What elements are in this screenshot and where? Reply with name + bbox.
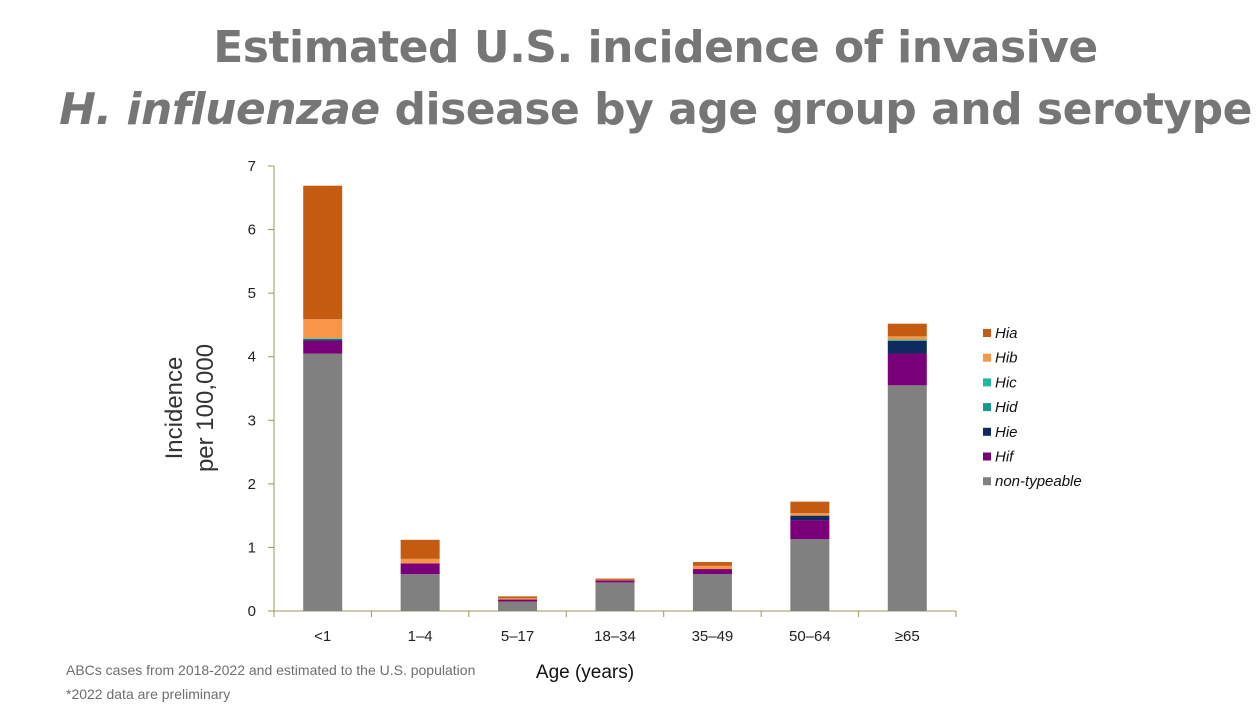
legend-label-hif: Hif — [995, 449, 1015, 466]
bar-segment-non-typeable — [595, 582, 635, 611]
legend-label-hid: Hid — [995, 399, 1018, 416]
y-axis-label-line-2: per 100,000 — [192, 344, 219, 472]
bar-segment-hif — [498, 599, 538, 602]
y-tick-label: 5 — [248, 285, 256, 302]
x-tick-label: <1 — [314, 628, 331, 645]
x-tick-label: ≥65 — [895, 628, 920, 645]
x-tick-label: 50–64 — [789, 628, 831, 645]
bar-segment-non-typeable — [400, 574, 440, 611]
y-tick-label: 0 — [248, 603, 256, 620]
chart-title-line-1: Estimated U.S. incidence of invasive — [213, 22, 1098, 73]
legend-label-hib: Hib — [995, 350, 1018, 367]
footnote-source: ABCs cases from 2018-2022 and estimated … — [66, 662, 476, 678]
bar-segment-hib — [692, 565, 732, 570]
bar-segment-non-typeable — [790, 539, 830, 611]
legend-label-hic: Hic — [995, 374, 1017, 391]
bar-segment-hid — [887, 340, 927, 341]
bar-segment-hib — [790, 513, 830, 516]
legend-swatch-hie — [983, 427, 991, 436]
bar-segment-non-typeable — [498, 601, 538, 611]
title-line-2-rest: disease by age group and serotype — [379, 84, 1253, 135]
x-tick-label: 35–49 — [692, 628, 734, 645]
legend-swatch-hid — [983, 403, 991, 412]
chart-legend: Hia Hib Hic Hid Hie Hif non-typeable — [983, 325, 1082, 490]
chart-title-line-2: H. influenzae disease by age group and s… — [26, 84, 1259, 135]
bar-segment-hib — [498, 598, 538, 600]
bar-segment-hie — [303, 339, 343, 341]
bar-segment-hic — [887, 339, 927, 341]
legend-swatch-hif — [983, 452, 991, 461]
footnote-preliminary: *2022 data are preliminary — [66, 686, 231, 702]
bar-segment-hia — [400, 539, 440, 559]
bar-segment-hia — [887, 323, 927, 337]
bar-segment-hia — [595, 578, 635, 580]
x-tick-label: 18–34 — [594, 628, 636, 645]
bar-segment-hib — [887, 336, 927, 340]
y-axis-label-line-1: Incidence — [161, 357, 188, 460]
y-tick-label: 2 — [248, 476, 256, 493]
bar-segment-hif — [595, 580, 635, 583]
bar-segment-hia — [303, 185, 343, 320]
bar-segment-hib — [595, 579, 635, 581]
legend-swatch-hic — [983, 378, 991, 387]
x-tick-label: 1–4 — [408, 628, 433, 645]
legend-label-hie: Hie — [995, 424, 1018, 441]
bar-segment-hia — [498, 596, 538, 599]
bar-segment-hia — [692, 562, 732, 566]
legend-label-non-typeable: non-typeable — [995, 473, 1082, 490]
bar-segment-hif — [400, 563, 440, 575]
bar-segment-non-typeable — [303, 353, 343, 611]
y-tick-label: 7 — [248, 158, 256, 175]
bar-segment-hia — [790, 501, 830, 514]
legend-swatch-hia — [983, 329, 991, 337]
x-tick-labels: <1 1–4 5–17 18–34 35–49 50–64 ≥65 — [314, 628, 920, 645]
bar-segment-hic — [303, 338, 343, 339]
bar-segment-hib — [303, 319, 343, 339]
legend-swatch-non-typeable — [983, 477, 991, 486]
x-axis-label: Age (years) — [536, 662, 634, 683]
bar-segment-non-typeable — [887, 385, 927, 611]
chart-axes — [268, 165, 957, 617]
bar-segment-hif — [790, 520, 830, 540]
y-tick-label: 3 — [248, 412, 256, 429]
bar-segment-hie — [887, 340, 927, 354]
bar-segment-hif — [887, 353, 927, 386]
bar-segment-hib — [400, 558, 440, 564]
bar-segment-hid — [303, 338, 343, 340]
bar-segment-non-typeable — [692, 574, 732, 611]
legend-label-hia: Hia — [995, 325, 1018, 342]
bar-segment-hif — [692, 569, 732, 575]
y-tick-label: 4 — [248, 349, 256, 366]
bar-segment-hif — [303, 340, 343, 354]
y-tick-label: 1 — [248, 539, 256, 556]
y-tick-labels: 0 1 2 3 4 5 6 7 — [248, 158, 256, 620]
bar-segment-hie — [790, 515, 830, 521]
chart-bars — [303, 185, 927, 611]
x-tick-label: 5–17 — [501, 628, 534, 645]
title-species-name: H. influenzae — [59, 84, 380, 135]
y-tick-label: 6 — [248, 222, 256, 239]
legend-swatch-hib — [983, 353, 991, 362]
